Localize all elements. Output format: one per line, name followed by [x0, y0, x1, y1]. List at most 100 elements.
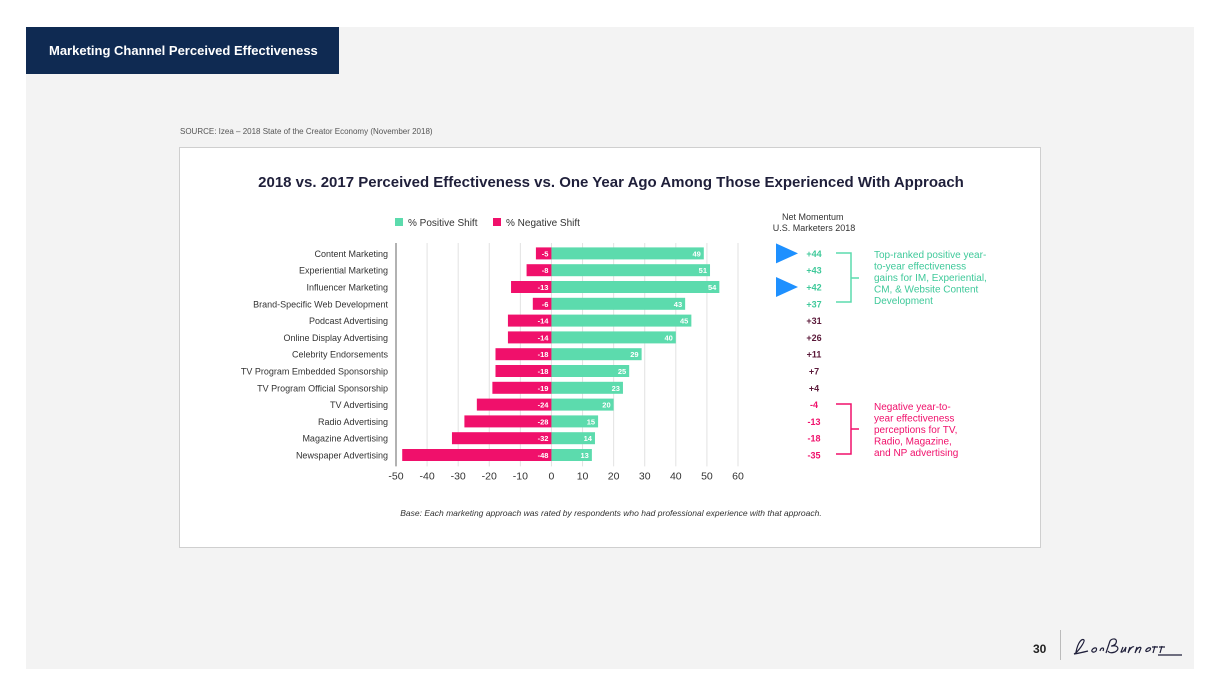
- bar-positive-label: 49: [692, 249, 700, 258]
- legend-positive-swatch: [395, 218, 403, 226]
- bar-positive: [551, 381, 623, 394]
- bar-negative-label: -48: [538, 451, 549, 460]
- bar-negative: [535, 247, 552, 260]
- category-label: TV Advertising: [330, 400, 388, 410]
- positive-bracket: [836, 252, 859, 303]
- chart-title: 2018 vs. 2017 Perceived Effectiveness vs…: [258, 174, 964, 191]
- bar-negative: [507, 314, 552, 327]
- bar-positive: [551, 449, 592, 461]
- negative-note-line: year effectiveness: [874, 414, 954, 425]
- x-tick-label: 40: [670, 470, 682, 482]
- bar-negative-label: -13: [538, 283, 549, 292]
- bar-positive-label: 20: [602, 401, 610, 410]
- bar-negative-label: -28: [538, 417, 549, 426]
- positive-note-line: to-year effectiveness: [874, 262, 966, 273]
- source-note: SOURCE: Izea – 2018 State of the Creator…: [180, 127, 433, 136]
- negative-note-line: Radio, Magazine,: [874, 437, 952, 448]
- category-label: Radio Advertising: [318, 417, 388, 427]
- bar-positive-label: 40: [664, 333, 672, 342]
- bar-positive: [551, 432, 595, 445]
- bar-negative: [526, 264, 552, 277]
- net-momentum-value: -35: [807, 451, 820, 461]
- chart-bars: Content Marketing -5 49 Experiential Market…: [241, 247, 720, 461]
- x-tick-label: 10: [577, 470, 589, 482]
- net-momentum-value: +26: [806, 333, 821, 343]
- bar-negative: [464, 415, 552, 428]
- leo-burnett-signature-logo: [1073, 638, 1182, 656]
- bar-negative: [495, 365, 552, 377]
- category-label: Celebrity Endorsements: [292, 350, 389, 360]
- bar-positive-label: 25: [618, 367, 626, 376]
- bar-negative: [507, 331, 552, 344]
- bar-positive-label: 51: [699, 266, 707, 275]
- category-label: Brand-Specific Web Development: [253, 299, 388, 309]
- category-label: Content Marketing: [314, 249, 388, 259]
- bar-negative-label: -5: [542, 249, 549, 258]
- category-label: Online Display Advertising: [283, 333, 388, 343]
- page-number: 30: [1033, 642, 1047, 656]
- bar-positive-label: 29: [630, 350, 638, 359]
- bar-negative: [511, 281, 552, 293]
- bar-positive-label: 43: [674, 300, 682, 309]
- x-tick-label: -30: [451, 470, 466, 482]
- bar-negative-label: -19: [538, 384, 549, 393]
- bar-positive-label: 45: [680, 317, 688, 326]
- net-momentum-header-line1: Net Momentum: [782, 212, 844, 222]
- bar-positive-label: 13: [581, 451, 589, 460]
- bar-negative-label: -18: [538, 367, 549, 376]
- bar-positive: [551, 297, 686, 310]
- bar-negative-label: -8: [542, 266, 549, 275]
- bar-positive: [551, 247, 704, 260]
- bar-negative: [451, 432, 552, 445]
- chart-card: 2018 vs. 2017 Perceived Effectiveness vs…: [179, 147, 1041, 548]
- bar-positive: [551, 331, 676, 344]
- net-momentum-value: -18: [807, 434, 820, 444]
- negative-note-line: Negative year-to-: [874, 402, 951, 413]
- bar-negative: [532, 297, 552, 310]
- bar-positive: [551, 398, 614, 411]
- bar-positive-label: 23: [612, 384, 620, 393]
- bar-positive: [551, 314, 692, 327]
- x-tick-label: 50: [701, 470, 713, 482]
- negative-note: Negative year-to-year effectiveness perce…: [874, 402, 958, 459]
- legend-positive-label: % Positive Shift: [408, 218, 478, 229]
- category-label: Influencer Marketing: [306, 283, 388, 293]
- bar-positive: [551, 348, 642, 361]
- x-tick-label: -50: [388, 470, 403, 482]
- bar-negative: [402, 449, 552, 461]
- x-tick-label: -10: [513, 470, 528, 482]
- positive-note-line: Top-ranked positive year-: [874, 250, 986, 261]
- bar-negative: [495, 348, 552, 361]
- bar-negative-label: -24: [538, 401, 550, 410]
- net-momentum-value: +4: [809, 383, 819, 393]
- net-momentum-value: -13: [807, 417, 820, 427]
- net-momentum-header-line2: U.S. Marketers 2018: [773, 223, 856, 233]
- bar-positive: [551, 264, 711, 277]
- net-momentum-value: +7: [809, 367, 819, 377]
- bar-positive: [551, 365, 630, 377]
- x-tick-label: 0: [549, 470, 555, 482]
- bar-positive-label: 15: [587, 417, 595, 426]
- x-tick-label: 60: [732, 470, 744, 482]
- category-label: TV Program Official Sponsorship: [257, 383, 388, 393]
- highlight-arrow-icon: [776, 277, 798, 297]
- footer-divider: [1060, 630, 1061, 660]
- bar-positive: [551, 281, 720, 293]
- negative-note-line: perceptions for TV,: [874, 425, 957, 436]
- bar-negative-label: -6: [542, 300, 549, 309]
- bar-negative: [476, 398, 552, 411]
- negative-note-line: and NP advertising: [874, 448, 958, 459]
- base-note: Base: Each marketing approach was rated …: [400, 508, 821, 518]
- legend-negative-swatch: [493, 218, 501, 226]
- net-momentum-column: +44 +43 +42 +37 +31 +26 +11 +7 +4 -4 -13 -18 -35: [776, 243, 822, 461]
- net-momentum-value: +43: [806, 266, 821, 276]
- category-label: Newspaper Advertising: [296, 451, 388, 461]
- net-momentum-value: +37: [806, 299, 821, 309]
- x-axis: -50 -40 -30 -20 -10 0 10 20 30 40 50 60: [388, 470, 744, 482]
- category-label: Magazine Advertising: [302, 434, 388, 444]
- bar-negative-label: -14: [538, 333, 550, 342]
- highlight-arrow-icon: [776, 243, 798, 264]
- net-momentum-header: Net Momentum U.S. Marketers 2018: [773, 212, 856, 233]
- chart-svg: 2018 vs. 2017 Perceived Effectiveness vs…: [241, 174, 987, 518]
- bar-positive-label: 14: [584, 434, 593, 443]
